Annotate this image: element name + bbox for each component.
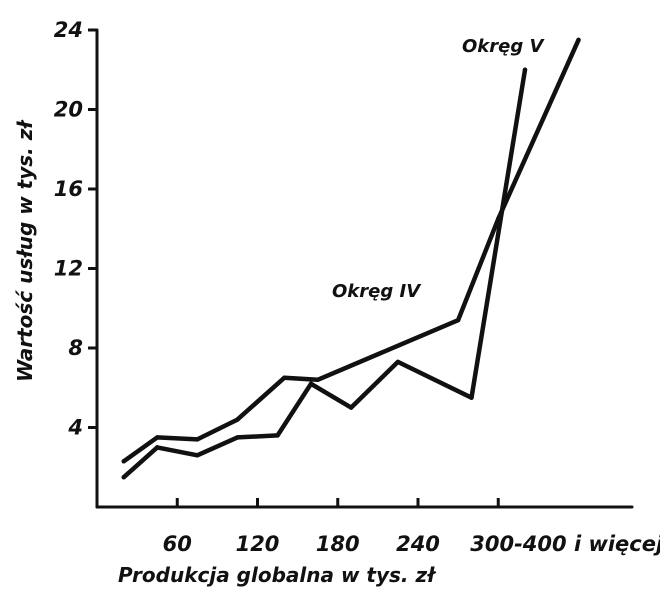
y-tick-label-4: 4 <box>67 416 83 440</box>
data-point-0-1 <box>154 435 160 440</box>
data-point-1-3 <box>235 435 240 440</box>
data-point-0-6 <box>455 317 461 323</box>
data-point-0-5 <box>315 377 320 382</box>
data-point-1-0 <box>121 474 126 480</box>
data-point-1-9 <box>522 67 528 72</box>
y-tick-label-12: 12 <box>54 257 83 281</box>
series-line-okreg-iv <box>121 37 581 464</box>
data-point-1-6 <box>348 405 354 410</box>
data-point-1-4 <box>275 433 280 438</box>
data-point-0-2 <box>195 437 200 442</box>
data-point-0-0 <box>121 459 126 464</box>
x-tick-label-2: 180 <box>316 532 360 556</box>
y-tick-label-8: 8 <box>68 336 83 360</box>
data-point-1-7 <box>395 359 401 365</box>
x-tick-label-0: 60 <box>163 532 192 556</box>
x-axis-title: Produkcja globalna w tys. zł <box>118 563 437 587</box>
x-tick-label-1: 120 <box>236 532 280 556</box>
data-point-1-8 <box>469 395 474 400</box>
data-point-0-8 <box>576 37 581 43</box>
data-point-1-1 <box>154 445 160 450</box>
data-point-1-5 <box>308 381 314 386</box>
y-axis-title: Wartość usług w tys. zł <box>13 119 37 382</box>
chart-marks: 4 8 12 16 20 24 60 120 180 240 300-400 i więcej <box>54 18 660 556</box>
y-tick-label-16: 16 <box>54 177 83 201</box>
y-tick-label-24: 24 <box>54 18 83 42</box>
series-line-okreg-v <box>121 67 528 480</box>
data-point-1-2 <box>195 453 200 458</box>
series-label-okreg-v: Okręg V <box>462 36 546 57</box>
data-point-0-3 <box>235 417 240 422</box>
y-tick-label-20: 20 <box>54 98 83 122</box>
data-point-0-4 <box>282 375 287 381</box>
series-label-okreg-iv: Okręg IV <box>332 281 422 302</box>
x-tick-label-4: 300-400 i więcej <box>470 532 660 556</box>
x-tick-label-3: 240 <box>396 532 440 556</box>
